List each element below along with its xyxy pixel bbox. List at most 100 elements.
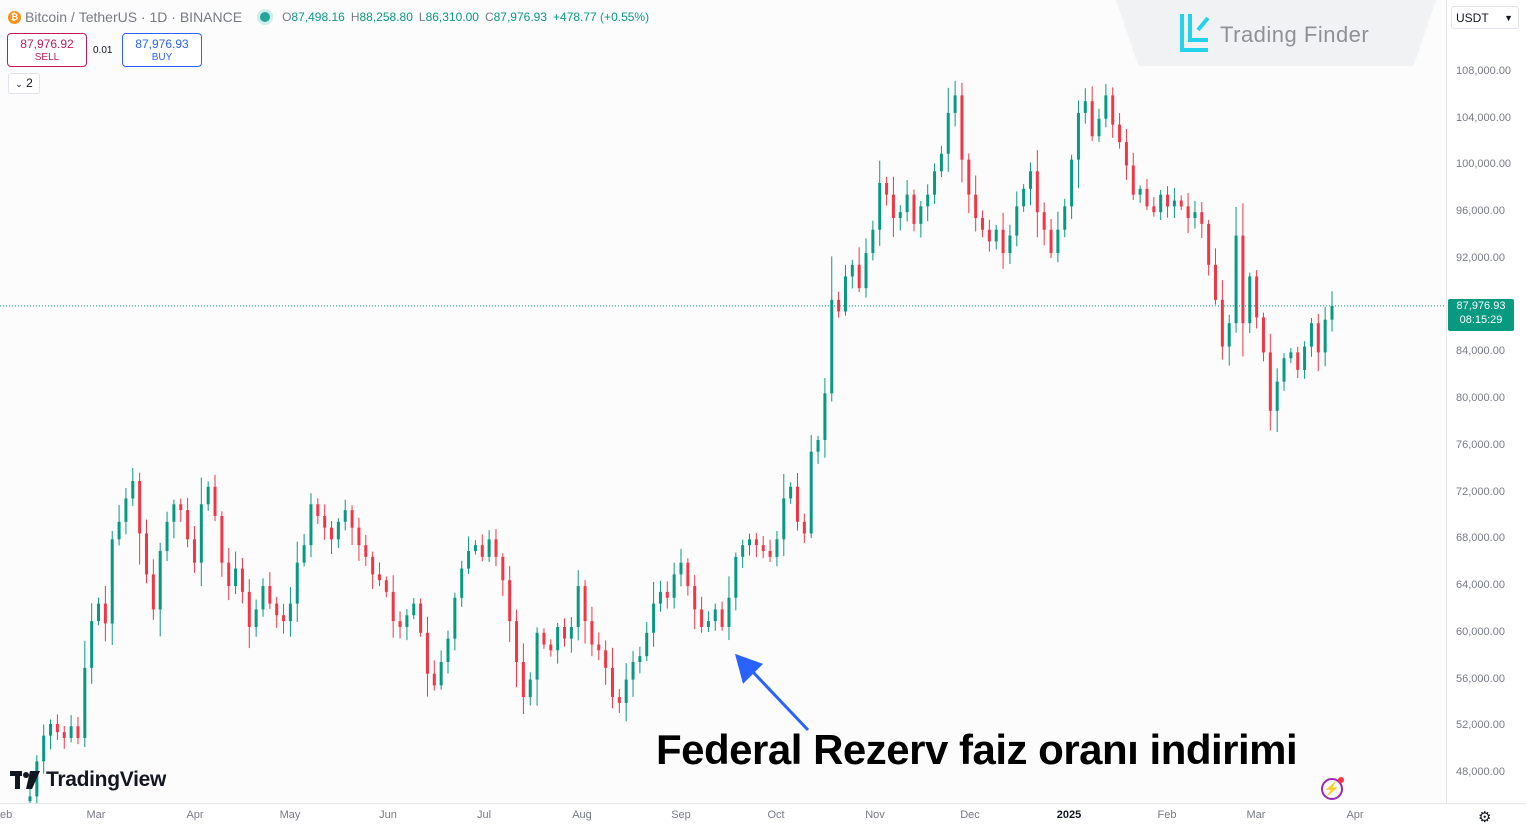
candle xyxy=(891,176,895,238)
candle xyxy=(1015,191,1019,247)
legend-symbol[interactable]: Bitcoin xyxy=(25,9,68,25)
tradingview-logo[interactable]: TradingView xyxy=(10,768,166,792)
candle xyxy=(42,724,46,774)
candle-body xyxy=(1214,264,1218,300)
candle-body xyxy=(974,194,978,219)
buy-button[interactable]: 87,976.93 BUY xyxy=(122,33,202,67)
gear-icon[interactable]: ⚙ xyxy=(1478,809,1492,826)
candle-body xyxy=(741,545,745,557)
candle xyxy=(563,618,567,647)
candle-body xyxy=(953,95,957,113)
candle xyxy=(467,536,471,574)
sell-button[interactable]: 87,976.92 SELL xyxy=(7,33,87,67)
candle xyxy=(974,175,978,232)
candle-body xyxy=(939,153,943,172)
candle xyxy=(1241,203,1245,357)
candle xyxy=(460,560,464,607)
price-tick-label: 96,000.00 xyxy=(1456,205,1505,218)
candle xyxy=(254,599,258,637)
candle-body xyxy=(330,527,334,540)
legend-low-value: 86,310.00 xyxy=(425,10,479,24)
candle xyxy=(330,521,334,555)
candle-body xyxy=(775,539,779,557)
time-axis[interactable] xyxy=(0,803,1526,833)
sell-price: 87,976.92 xyxy=(20,37,74,51)
chevron-down-icon: ▼ xyxy=(1504,13,1513,23)
symbol-legend: ₿ Bitcoin / TetherUS · 1D · BINANCE O 87,… xyxy=(8,9,655,25)
indicators-collapse-button[interactable]: ⌄ 2 xyxy=(8,73,40,94)
candle xyxy=(1083,88,1087,124)
candle-body xyxy=(891,194,895,219)
candle xyxy=(939,145,943,178)
candle xyxy=(830,256,834,402)
candle xyxy=(165,511,169,562)
currency-select[interactable]: USDT ▼ xyxy=(1451,6,1519,29)
candle xyxy=(179,498,183,522)
candle-body xyxy=(919,206,923,224)
legend-low-label: L xyxy=(418,10,426,24)
candle xyxy=(1035,150,1039,238)
price-axis[interactable] xyxy=(1446,0,1526,803)
candle-body xyxy=(412,603,416,616)
candle-body xyxy=(1296,352,1300,370)
candle-body xyxy=(62,732,66,738)
chart-pane[interactable] xyxy=(0,0,1446,803)
tradingview-logo-text: TradingView xyxy=(46,768,167,791)
candle-body xyxy=(850,264,854,277)
candle xyxy=(1296,346,1300,379)
candle-body xyxy=(933,171,937,195)
candle xyxy=(967,153,971,214)
candle-body xyxy=(795,486,799,522)
price-tick-label: 60,000.00 xyxy=(1456,625,1505,638)
candle xyxy=(809,435,813,539)
candle-body xyxy=(1303,346,1307,370)
candlestick-plot[interactable] xyxy=(0,0,1446,803)
candle-body xyxy=(713,609,717,622)
candle xyxy=(1214,248,1218,305)
candle-body xyxy=(480,545,484,557)
candle xyxy=(706,611,710,633)
bitcoin-icon: ₿ xyxy=(8,10,21,24)
candle xyxy=(823,378,827,458)
candle-body xyxy=(1166,194,1170,207)
candle xyxy=(391,575,395,638)
candle-body xyxy=(624,679,628,703)
candle xyxy=(1001,212,1005,269)
candle xyxy=(501,553,505,597)
candle xyxy=(686,558,690,596)
candle xyxy=(1200,202,1204,239)
candle-body xyxy=(138,480,142,534)
candle-body xyxy=(631,662,635,680)
candle xyxy=(1186,193,1190,234)
candle-body xyxy=(391,591,395,622)
candle-body xyxy=(165,521,169,552)
candle-body xyxy=(350,510,354,528)
candle xyxy=(357,517,361,561)
candle xyxy=(138,472,142,565)
candle-body xyxy=(1015,206,1019,236)
legend-high-value: 88,258.80 xyxy=(359,10,413,24)
candle-body xyxy=(268,586,272,604)
candle xyxy=(1172,188,1176,219)
candle-body xyxy=(323,515,327,528)
lightning-icon[interactable]: ⚡ xyxy=(1321,777,1344,800)
candle-body xyxy=(706,621,710,627)
candle xyxy=(377,562,381,587)
candle xyxy=(117,504,121,546)
candle-body xyxy=(405,615,409,627)
candle-body xyxy=(1248,276,1252,324)
time-tick-label: May xyxy=(279,809,301,821)
candle-body xyxy=(542,632,546,645)
candle xyxy=(556,622,560,664)
candle-body xyxy=(467,551,471,569)
candle xyxy=(336,518,340,548)
candle-body xyxy=(1186,206,1190,219)
candle-body xyxy=(823,393,827,441)
candle-body xyxy=(83,667,87,738)
candle-body xyxy=(295,562,299,604)
candle-body xyxy=(1049,229,1053,254)
candle-body xyxy=(617,697,621,703)
candle xyxy=(110,530,114,646)
candle xyxy=(69,715,73,743)
candle xyxy=(994,224,998,250)
